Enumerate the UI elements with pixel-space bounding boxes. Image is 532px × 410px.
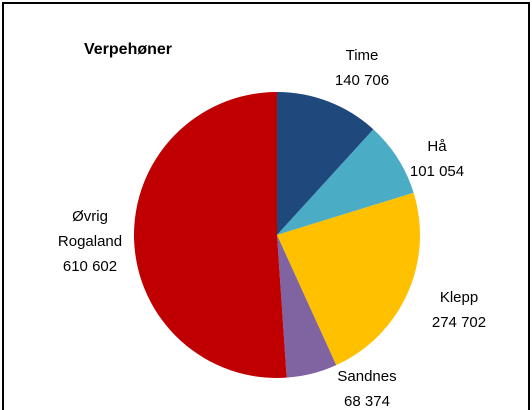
pie-slice [277, 129, 414, 235]
slice-label-value: 101 054 [410, 163, 464, 180]
slice-label-name: Hå [427, 138, 447, 155]
chart-title: Verpehøner [84, 41, 172, 58]
slice-label-value: 274 702 [432, 314, 486, 331]
pie-slice [277, 235, 337, 378]
slice-label-value: 140 706 [335, 72, 389, 89]
pie-slice [134, 92, 287, 378]
slice-label-name: Øvrig Rogaland [58, 208, 122, 250]
slice-label-name: Time [346, 47, 379, 64]
pie-slice [277, 192, 420, 366]
slice-label-value: 68 374 [344, 393, 390, 410]
slice-label-value: 610 602 [63, 258, 117, 275]
slice-label-name: Klepp [440, 289, 478, 306]
slice-label-name: Sandnes [337, 368, 396, 385]
pie-slice [277, 92, 374, 235]
